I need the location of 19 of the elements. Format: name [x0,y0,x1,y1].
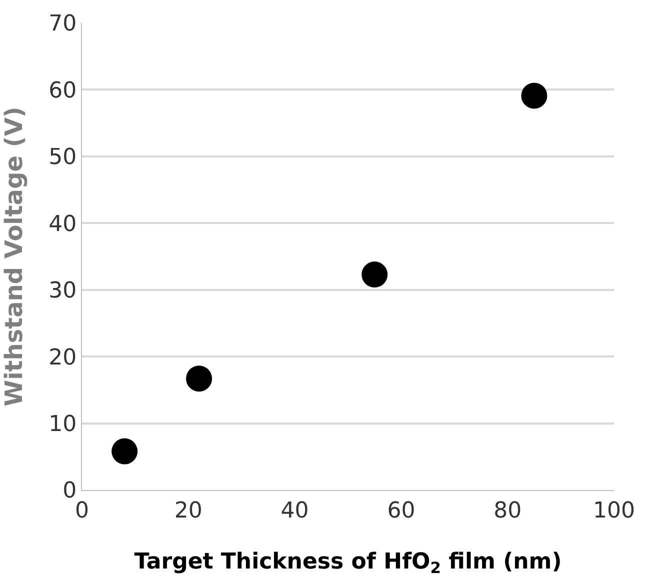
y-tick-label: 70 [48,12,77,37]
y-tick-label: 50 [48,145,77,170]
point [521,82,548,109]
point [186,366,212,392]
y-tick-label: 0 [62,478,77,504]
x-tick-label: 100 [593,498,635,524]
point [362,262,388,288]
x-tick-label: 20 [174,498,202,524]
y-tick-label: 60 [48,78,77,104]
x-tick-label: 80 [494,498,522,524]
y-tick-label: 10 [48,412,77,437]
y-tick-label: 40 [48,212,77,237]
y-tick-label: 20 [48,345,77,370]
x-tick-label: 40 [280,498,309,524]
x-axis-title: Target Thickness of HfO$_{2}$ film (nm) [134,549,562,577]
x-tick-label: 60 [387,498,416,524]
point [112,438,138,464]
y-axis-title: Withstand Voltage (V) [0,106,28,406]
y-tick-label: 30 [48,278,77,304]
